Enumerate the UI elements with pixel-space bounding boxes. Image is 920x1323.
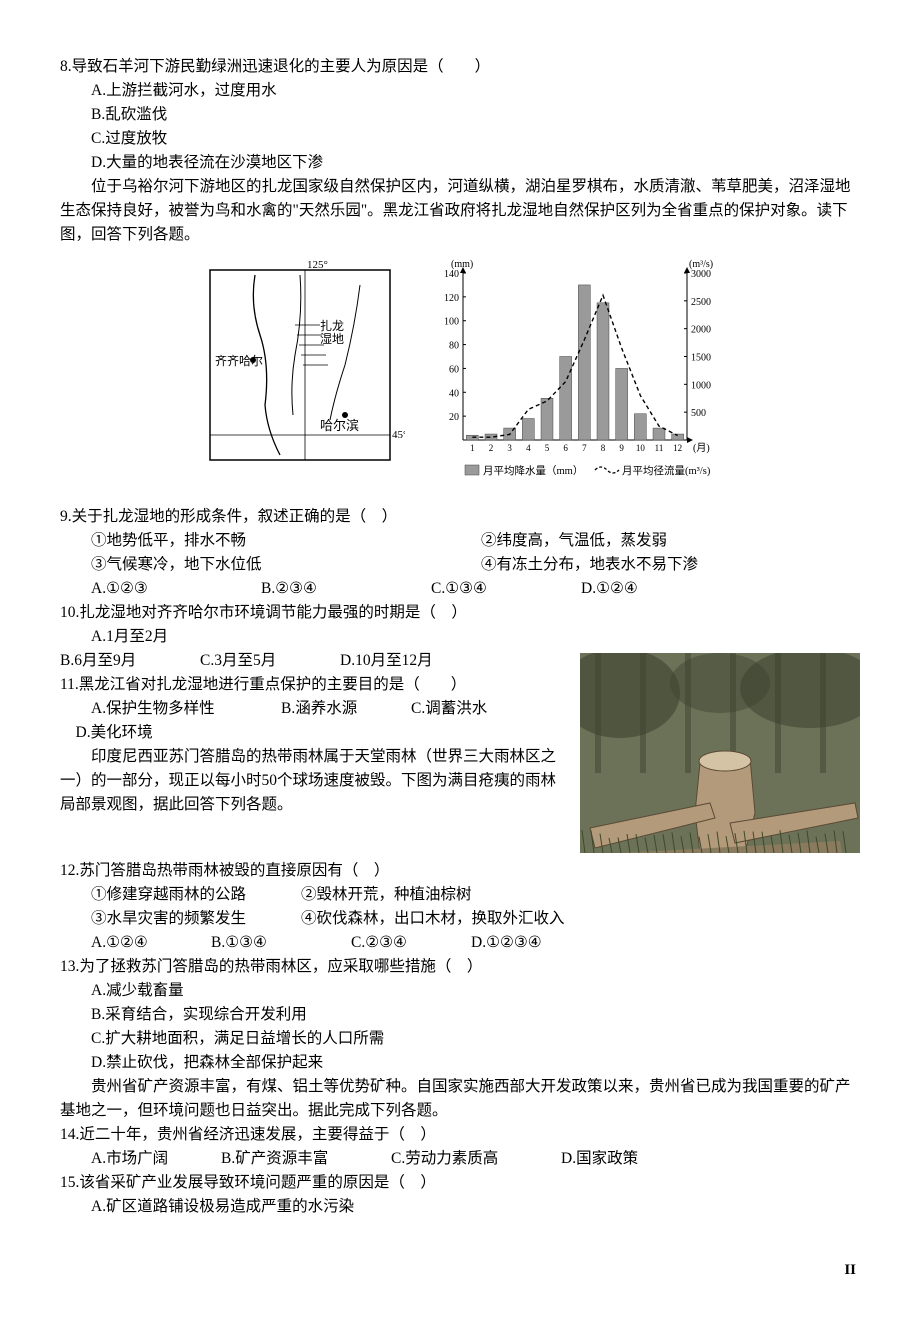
q11-a: A.保护生物多样性 bbox=[91, 697, 281, 721]
svg-text:4: 4 bbox=[526, 443, 531, 453]
q9-s2: ②纬度高，气温低，蒸发弱 bbox=[481, 529, 667, 553]
q12-s12: ①修建穿越雨林的公路 ②毁林开荒，种植油棕树 bbox=[60, 883, 860, 907]
q14-c: C.劳动力素质高 bbox=[391, 1147, 561, 1171]
passage-14: 贵州省矿产资源丰富，有煤、铝土等优势矿种。自国家实施西部大开发政策以来，贵州省已… bbox=[60, 1075, 860, 1123]
svg-text:1000: 1000 bbox=[691, 380, 711, 391]
q10-bcd: B.6月至9月 C.3月至5月 D.10月至12月 bbox=[60, 649, 570, 673]
q14-d: D.国家政策 bbox=[561, 1147, 638, 1171]
q10-d: D.10月至12月 bbox=[340, 649, 433, 673]
q9-statements-2: ③气候寒冷，地下水位低 ④有冻土分布，地表水不易下渗 bbox=[60, 553, 860, 577]
svg-text:5: 5 bbox=[545, 443, 550, 453]
q12-opts: A.①②④ B.①③④ C.②③④ D.①②③④ bbox=[60, 931, 860, 955]
q9-a: A.①②③ bbox=[91, 577, 261, 601]
q12-stem: 12.苏门答腊岛热带雨林被毁的直接原因有（ ） bbox=[60, 859, 860, 883]
svg-text:40: 40 bbox=[449, 388, 459, 399]
page-number: II bbox=[60, 1259, 860, 1282]
svg-text:月平均降水量（mm）: 月平均降水量（mm） bbox=[483, 464, 583, 477]
svg-text:80: 80 bbox=[449, 341, 459, 352]
svg-text:3000: 3000 bbox=[691, 269, 711, 280]
q11-abc: A.保护生物多样性 B.涵养水源 C.调蓄洪水 bbox=[60, 697, 570, 721]
map-figure: 125° 45° 齐齐哈尔 扎龙湿地哈尔滨 bbox=[195, 255, 405, 475]
q12-s1: ①修建穿越雨林的公路 bbox=[91, 883, 301, 907]
q15-a: A.矿区道路铺设极易造成严重的水污染 bbox=[60, 1195, 860, 1219]
svg-text:8: 8 bbox=[601, 443, 606, 453]
svg-text:7: 7 bbox=[582, 443, 587, 453]
q9-d: D.①②④ bbox=[581, 577, 638, 601]
q9-s3: ③气候寒冷，地下水位低 bbox=[60, 553, 481, 577]
svg-text:哈尔滨: 哈尔滨 bbox=[320, 418, 359, 433]
svg-text:2500: 2500 bbox=[691, 297, 711, 308]
figure-row: 125° 45° 齐齐哈尔 扎龙湿地哈尔滨 20 40 60 80 100 120 140 500 1… bbox=[60, 255, 860, 495]
svg-text:1: 1 bbox=[470, 443, 475, 453]
svg-text:2: 2 bbox=[489, 443, 494, 453]
svg-text:12: 12 bbox=[673, 443, 682, 453]
q9-stem: 9.关于扎龙湿地的形成条件，叙述正确的是（ ） bbox=[60, 505, 860, 529]
q9-s1: ①地势低平，排水不畅 bbox=[60, 529, 481, 553]
svg-text:3: 3 bbox=[507, 443, 512, 453]
q15-stem: 15.该省采矿产业发展导致环境问题严重的原因是（ ） bbox=[60, 1171, 860, 1195]
q11-c: C.调蓄洪水 bbox=[411, 697, 487, 721]
svg-text:齐齐哈尔: 齐齐哈尔 bbox=[215, 353, 263, 368]
q14-stem: 14.近二十年，贵州省经济迅速发展，主要得益于（ ） bbox=[60, 1123, 860, 1147]
q12-s2: ②毁林开荒，种植油棕树 bbox=[301, 883, 472, 907]
q9-b: B.②③④ bbox=[261, 577, 431, 601]
svg-text:(月): (月) bbox=[693, 442, 710, 454]
svg-text:11: 11 bbox=[655, 443, 664, 453]
q8-stem: 8.导致石羊河下游民勤绿洲迅速退化的主要人为原因是（ ） bbox=[60, 55, 860, 79]
svg-text:9: 9 bbox=[619, 443, 624, 453]
q13-stem: 13.为了拯救苏门答腊岛的热带雨林区，应采取哪些措施（ ） bbox=[60, 955, 860, 979]
q13-c: C.扩大耕地面积，满足日益增长的人口所需 bbox=[60, 1027, 860, 1051]
q8-optA: A.上游拦截河水，过度用水 bbox=[60, 79, 860, 103]
svg-text:60: 60 bbox=[449, 365, 459, 376]
q10-stem: 10.扎龙湿地对齐齐哈尔市环境调节能力最强的时期是（ ） bbox=[60, 601, 860, 625]
q9-s4: ④有冻土分布，地表水不易下渗 bbox=[481, 553, 698, 577]
svg-text:100: 100 bbox=[444, 317, 459, 328]
svg-text:湿地: 湿地 bbox=[320, 331, 344, 346]
svg-text:45°: 45° bbox=[392, 429, 405, 441]
climate-chart: 20 40 60 80 100 120 140 500 1000 1500 2000 2500 3000… bbox=[425, 255, 725, 495]
q10-a: A.1月至2月 bbox=[60, 625, 860, 649]
q11-b: B.涵养水源 bbox=[281, 697, 411, 721]
q14-a: A.市场广阔 bbox=[91, 1147, 221, 1171]
q9-statements-1: ①地势低平，排水不畅 ②纬度高，气温低，蒸发弱 bbox=[60, 529, 860, 553]
q12-s3: ③水旱灾害的频繁发生 bbox=[91, 907, 301, 931]
svg-text:140: 140 bbox=[444, 269, 459, 280]
q14-opts: A.市场广阔 B.矿产资源丰富 C.劳动力素质高 D.国家政策 bbox=[60, 1147, 860, 1171]
q13-b: B.采育结合，实现综合开发利用 bbox=[60, 1003, 860, 1027]
svg-text:扎龙: 扎龙 bbox=[320, 319, 344, 333]
svg-text:120: 120 bbox=[444, 293, 459, 304]
q9-c: C.①③④ bbox=[431, 577, 581, 601]
q10-c: C.3月至5月 bbox=[200, 649, 340, 673]
svg-text:20: 20 bbox=[449, 412, 459, 423]
q13-d: D.禁止砍伐，把森林全部保护起来 bbox=[60, 1051, 860, 1075]
q13-a: A.减少载畜量 bbox=[60, 979, 860, 1003]
svg-text:(mm): (mm) bbox=[451, 259, 473, 270]
svg-text:125°: 125° bbox=[307, 259, 328, 271]
svg-text:6: 6 bbox=[563, 443, 568, 453]
svg-text:月平均径流量(m³/s): 月平均径流量(m³/s) bbox=[622, 464, 711, 477]
svg-text:10: 10 bbox=[636, 443, 646, 453]
q14-b: B.矿产资源丰富 bbox=[221, 1147, 391, 1171]
svg-text:1500: 1500 bbox=[691, 353, 711, 364]
q8-optC: C.过度放牧 bbox=[60, 127, 860, 151]
q12-c: C.②③④ bbox=[351, 931, 471, 955]
q12-s4: ④砍伐森林，出口木材，换取外汇收入 bbox=[301, 907, 565, 931]
q12-a: A.①②④ bbox=[91, 931, 211, 955]
svg-text:2000: 2000 bbox=[691, 325, 711, 336]
q12-b: B.①③④ bbox=[211, 931, 351, 955]
rainforest-photo bbox=[580, 653, 860, 853]
q9-options: A.①②③ B.②③④ C.①③④ D.①②④ bbox=[60, 577, 860, 601]
passage-9: 位于乌裕尔河下游地区的扎龙国家级自然保护区内，河道纵横，湖泊星罗棋布，水质清澈、… bbox=[60, 175, 860, 247]
q8-optD: D.大量的地表径流在沙漠地区下渗 bbox=[60, 151, 860, 175]
q8-optB: B.乱砍滥伐 bbox=[60, 103, 860, 127]
q12-s34: ③水旱灾害的频繁发生 ④砍伐森林，出口木材，换取外汇收入 bbox=[60, 907, 860, 931]
svg-text:(m³/s): (m³/s) bbox=[689, 259, 713, 270]
q10-b: B.6月至9月 bbox=[60, 649, 200, 673]
q12-d: D.①②③④ bbox=[471, 931, 542, 955]
svg-text:500: 500 bbox=[691, 408, 706, 419]
